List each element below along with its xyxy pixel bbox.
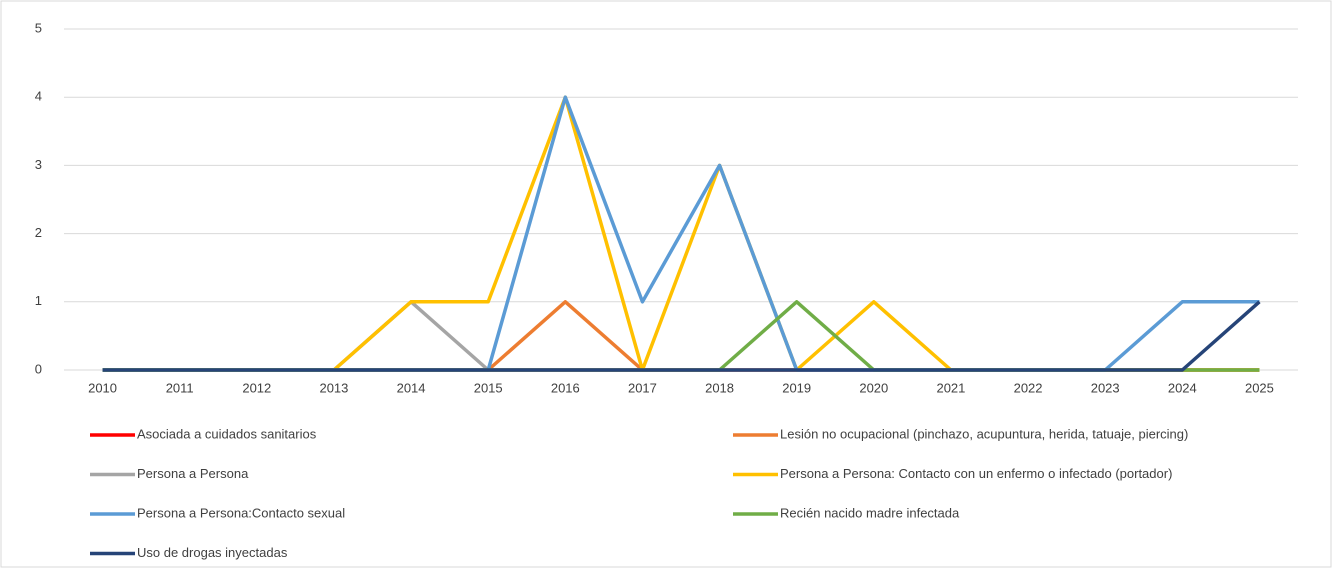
legend-label: Persona a Persona (137, 466, 249, 481)
x-tick-label: 2016 (551, 380, 580, 395)
legend-label: Persona a Persona: Contacto con un enfer… (780, 466, 1172, 481)
x-tick-label: 2019 (782, 380, 811, 395)
x-tick-label: 2024 (1168, 380, 1197, 395)
y-tick-label: 4 (35, 89, 42, 104)
x-tick-label: 2025 (1245, 380, 1274, 395)
x-tick-label: 2022 (1014, 380, 1043, 395)
x-tick-label: 2014 (397, 380, 426, 395)
legend-label: Uso de drogas inyectadas (137, 545, 288, 560)
y-tick-label: 5 (35, 20, 42, 35)
x-tick-label: 2020 (859, 380, 888, 395)
y-tick-label: 3 (35, 157, 42, 172)
x-tick-label: 2015 (474, 380, 503, 395)
y-tick-label: 1 (35, 293, 42, 308)
x-tick-label: 2023 (1091, 380, 1120, 395)
legend-label: Asociada a cuidados sanitarios (137, 426, 317, 441)
legend-label: Recién nacido madre infectada (780, 505, 960, 520)
y-tick-label: 0 (35, 361, 42, 376)
x-tick-label: 2010 (88, 380, 117, 395)
x-tick-label: 2018 (705, 380, 734, 395)
x-tick-label: 2013 (319, 380, 348, 395)
x-tick-label: 2021 (936, 380, 965, 395)
legend-label: Persona a Persona:Contacto sexual (137, 505, 345, 520)
x-tick-label: 2017 (628, 380, 657, 395)
series-line (102, 300, 1261, 372)
legend-label: Lesión no ocupacional (pinchazo, acupunt… (780, 426, 1188, 441)
y-tick-label: 2 (35, 225, 42, 240)
x-tick-label: 2012 (242, 380, 271, 395)
x-tick-label: 2011 (166, 380, 194, 395)
